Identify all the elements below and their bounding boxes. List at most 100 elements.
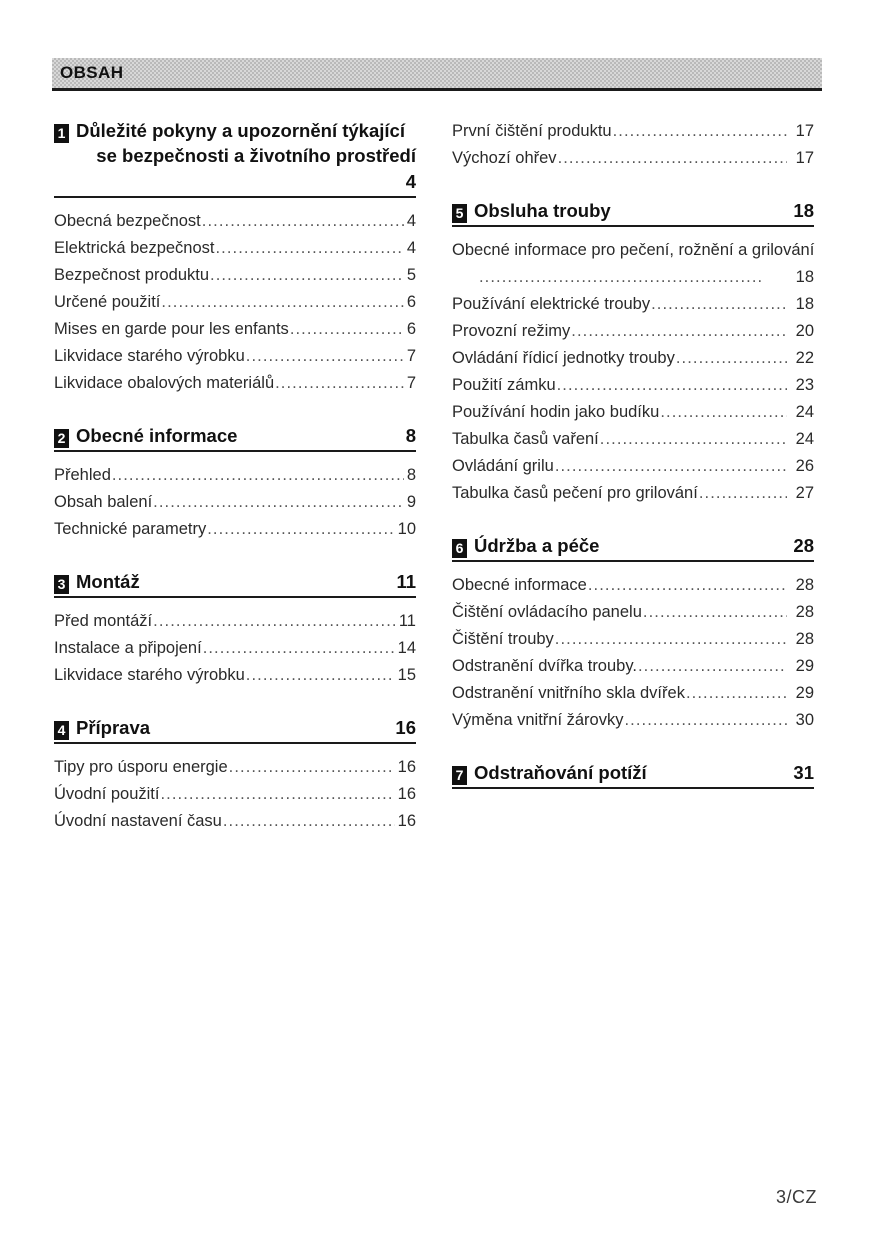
toc-entry-label: Ovládání grilu [452,457,554,475]
toc-entry-label: Likvidace starého výrobku [54,347,245,365]
toc-entry-leader: ........................................… [557,149,787,167]
toc-entry[interactable]: Výchozí ohřev...........................… [452,145,814,172]
toc-entry[interactable]: Obsah balení............................… [54,489,416,516]
toc-section-title: Údržba a péče [474,535,600,556]
toc-entry-leader: ........................................… [228,758,395,776]
toc-entry-label: Používání hodin jako budíku [452,403,660,421]
toc-column-left: 1 Důležité pokyny a upozornění týkající se… [54,118,416,835]
toc-entry-leader: ........................................… [479,268,764,286]
toc-section-title: Montáž [76,571,140,592]
toc-entry-label: Před montáží [54,612,153,630]
toc-entry-leader: ........................................… [153,493,404,511]
toc-entry[interactable]: Používání hodin jako budíku.............… [452,399,814,426]
toc-section: 6 Údržba a péče 28 Obecné informace........… [452,533,814,734]
toc-section: 2 Obecné informace 8 Přehled...............… [54,423,416,543]
toc-entry[interactable]: Obecná bezpečnost.......................… [54,208,416,235]
toc-section-page: 4 [405,171,416,192]
toc-section-heading[interactable]: 2 Obecné informace 8 [54,423,416,452]
toc-section-heading-line: 1 Důležité pokyny a upozornění týkající [54,118,416,143]
toc-section-heading[interactable]: 7 Odstraňování potíží 31 [452,760,814,789]
toc-entry[interactable]: Likvidace obalových materiálů...........… [54,370,416,397]
section-number-badge: 2 [54,429,69,448]
toc-section: 4 Příprava 16 Tipy pro úsporu energie......… [54,715,416,835]
toc-entry[interactable]: Odstranění vnitřního skla dvířek........… [452,680,814,707]
toc-entry-leader: ........................... [642,603,787,621]
toc-entry-label: Bezpečnost produktu [54,266,210,284]
toc-section-heading[interactable]: 5 Obsluha trouby 18 [452,198,814,227]
toc-section-heading-line: se bezpečnosti a životního prostředí [54,143,416,168]
toc-entry[interactable]: Bezpečnost produktu.....................… [54,262,416,289]
toc-entry[interactable]: Ovládání grilu..........................… [452,453,814,480]
toc-entry-page: 18 [795,295,814,313]
toc-section-title: Obsluha trouby [474,200,611,221]
toc-section: 1 Důležité pokyny a upozornění týkající se… [54,118,416,397]
toc-entry[interactable]: ........................................… [452,264,814,291]
toc-entry[interactable]: Likvidace starého výrobku...............… [54,343,416,370]
toc-entry-page: 28 [795,603,814,621]
toc-entry[interactable]: Používání elektrické trouby.............… [452,291,814,318]
toc-entry-leader: ................. [698,484,787,502]
toc-entry[interactable]: Tabulka časů vaření.....................… [452,426,814,453]
toc-entry-page: 28 [795,630,814,648]
toc-section-heading-line: 5 Obsluha trouby 18 [452,198,814,223]
toc-entry-leader: ........................................… [554,630,787,648]
toc-entry[interactable]: Odstranění dvířka trouby................… [452,653,814,680]
toc-entry[interactable]: Určené použití..........................… [54,289,416,316]
toc-entry[interactable]: Výměna vnitřní žárovky..................… [452,707,814,734]
toc-column-right: První čištění produktu..................… [452,118,814,799]
toc-section-page: 16 [395,717,416,738]
toc-entry-leader: ......................... [660,403,787,421]
page-title: OBSAH [60,63,124,82]
toc-section-page: 18 [793,200,814,221]
toc-section-title: Příprava [76,717,151,738]
toc-section-heading[interactable]: 6 Údržba a péče 28 [452,533,814,562]
toc-entry-page: 16 [397,785,416,803]
toc-section-heading[interactable]: 4 Příprava 16 [54,715,416,744]
toc-entry[interactable]: Elektrická bezpečnost...................… [54,235,416,262]
toc-entry[interactable]: Použití zámku...........................… [452,372,814,399]
toc-entry-label: Obecná bezpečnost [54,212,201,230]
toc-section-heading-line: 3 Montáž 11 [54,569,416,594]
toc-section-page: 8 [405,425,416,446]
toc-section: 5 Obsluha trouby 18 Obecné informace pro pe… [452,198,814,507]
toc-entry[interactable]: Ovládání řídicí jednotky trouby.........… [452,345,814,372]
section-number-badge: 5 [452,204,467,223]
toc-entry[interactable]: Před montáží............................… [54,608,416,635]
toc-entry-page: 16 [397,812,416,830]
toc-entry[interactable]: Likvidace starého výrobku...............… [54,662,416,689]
toc-section-heading-line: 7 Odstraňování potíží 31 [452,760,814,785]
toc-entry[interactable]: Obecné informace........................… [452,572,814,599]
toc-section-heading[interactable]: 1 Důležité pokyny a upozornění týkající se… [54,118,416,198]
toc-entry[interactable]: Úvodní nastavení času...................… [54,808,416,835]
toc-entry[interactable]: Úvodní použití..........................… [54,781,416,808]
toc-entry-page: 29 [795,684,814,702]
toc-entry-label: Úvodní použití [54,785,160,803]
toc-entry-label: Technické parametry [54,520,207,538]
toc-entry[interactable]: Tipy pro úsporu energie.................… [54,754,416,781]
toc-entry[interactable]: První čištění produktu..................… [452,118,814,145]
toc-entry-leader: ........................................… [571,322,787,340]
toc-entry-page: 24 [795,403,814,421]
toc-entry-page: 7 [406,374,416,392]
toc-entry[interactable]: Přehled.................................… [54,462,416,489]
toc-section-heading[interactable]: 3 Montáž 11 [54,569,416,598]
section-number-badge: 1 [54,124,69,143]
toc-entry-label: Instalace a připojení [54,639,202,657]
toc-section-title: Odstraňování potíží [474,762,647,783]
toc-entry[interactable]: Instalace a připojení...................… [54,635,416,662]
toc-entry-leader: ....................................... [245,347,404,365]
toc-entry-leader: ................................ [624,711,787,729]
toc-entry[interactable]: Čištění trouby..........................… [452,626,814,653]
toc-entry[interactable]: Provozní režimy.........................… [452,318,814,345]
toc-entry-page: 26 [795,457,814,475]
toc-entry-leader: ....................................... [245,666,395,684]
toc-section: 3 Montáž 11 Před montáží...................… [54,569,416,689]
toc-entry[interactable]: Mises en garde pour les enfants.........… [54,316,416,343]
toc-entry[interactable]: Technické parametry.....................… [54,516,416,543]
toc-entry-leader: ........................................… [153,612,396,630]
toc-entry-leader: ........................................… [210,266,404,284]
toc-entry-label: Ovládání řídicí jednotky trouby [452,349,675,367]
toc-entry[interactable]: Tabulka časů pečení pro grilování.......… [452,480,814,507]
toc-entry[interactable]: Čištění ovládacího panelu...............… [452,599,814,626]
section-number-badge: 3 [54,575,69,594]
